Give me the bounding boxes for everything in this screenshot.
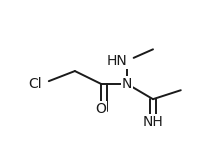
Text: Cl: Cl <box>28 77 42 91</box>
Text: N: N <box>122 77 132 91</box>
Text: NH: NH <box>143 115 163 128</box>
Text: O: O <box>95 102 106 116</box>
Text: HN: HN <box>106 54 127 68</box>
